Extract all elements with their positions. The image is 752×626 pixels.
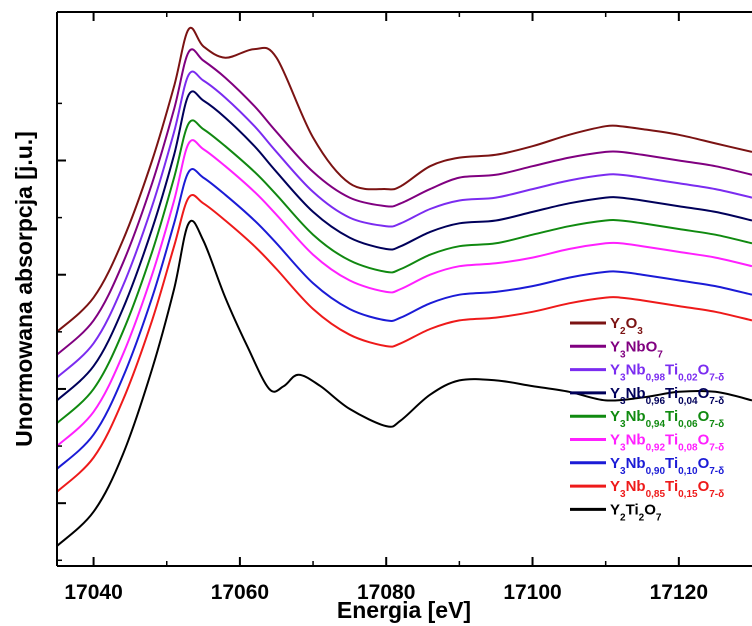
series-line-5 [56,119,752,424]
x-tick-label: 17040 [64,581,122,604]
x-axis-title: Energia [eV] [337,597,471,623]
axes [56,11,752,567]
legend-label-1: Y2O3 [610,315,643,337]
x-tick-label: 17080 [357,581,415,604]
series-line-6 [56,139,752,447]
series-line-1 [56,26,752,333]
legend-label-8: Y3Nb0,85Ti0,15O7-δ [610,478,724,500]
series-line-7 [56,168,752,470]
legend-label-2: Y3NbO7 [610,338,663,360]
legend-label-4: Y3Nb0,96Ti0,04O7-δ [610,385,724,407]
legend-label-9: Y2Ti2O7 [610,501,662,523]
series-lines [56,26,752,547]
legend-label-3: Y3Nb0,98Ti0,02O7-δ [610,362,724,384]
x-tick-label: 17100 [503,581,561,604]
series-line-9 [56,219,752,547]
y-axis-ticks [57,102,66,562]
series-line-4 [56,90,752,402]
y-axis-title: Unormowana absorpcja [j.u.] [11,131,37,447]
legend-label-5: Y3Nb0,94Ti0,06O7-δ [610,408,724,430]
legend-label-7: Y3Nb0,90Ti0,10O7-δ [610,455,724,477]
series-line-8 [56,193,752,493]
x-tick-label: 17120 [650,581,708,604]
series-line-3 [56,70,752,379]
x-tick-label: 17060 [211,581,269,604]
legend-label-6: Y3Nb0,92Ti0,08O7-δ [610,432,724,454]
series-line-2 [56,48,752,356]
x-axis-ticks: 17040 17060 17080 17100 17120 [64,12,708,604]
legend: Y2O3Y3NbO7Y3Nb0,98Ti0,02O7-δY3Nb0,96Ti0,… [570,315,724,523]
